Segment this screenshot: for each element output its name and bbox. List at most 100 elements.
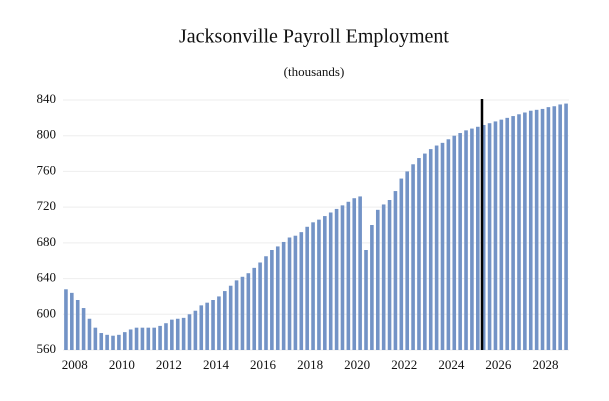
y-tick-label: 800 [37, 127, 57, 142]
bar [281, 241, 286, 350]
bar [128, 329, 133, 350]
bar [493, 121, 498, 350]
bar [411, 164, 415, 350]
bar [264, 256, 268, 350]
bar [81, 308, 86, 350]
bar [334, 208, 339, 350]
bar [270, 250, 274, 350]
bar [352, 198, 357, 350]
bar [558, 104, 562, 350]
bar [381, 204, 386, 350]
bar [258, 262, 262, 350]
bar [134, 327, 139, 350]
bar [511, 116, 515, 350]
bar [464, 130, 468, 350]
x-tick-label: 2010 [109, 357, 135, 372]
bar [252, 267, 257, 350]
bar [234, 280, 239, 350]
bar [193, 310, 198, 350]
bar [523, 112, 527, 350]
chart-subtitle: (thousands) [284, 64, 345, 79]
bar [405, 171, 409, 350]
bar [146, 327, 151, 350]
y-tick-label: 680 [37, 234, 57, 249]
bar [228, 285, 233, 350]
bar [170, 319, 174, 350]
y-tick-label: 720 [37, 198, 57, 213]
bar [158, 325, 162, 350]
bar [93, 327, 98, 350]
bar [370, 225, 374, 350]
x-tick-label: 2008 [62, 357, 88, 372]
bar [293, 235, 298, 350]
bar [305, 226, 309, 350]
bar [64, 289, 68, 350]
bar [564, 103, 568, 350]
bar [552, 106, 557, 350]
bar [152, 327, 156, 350]
bar [211, 300, 215, 350]
bar [299, 232, 304, 350]
bar [458, 133, 462, 350]
bar [364, 250, 368, 350]
bar [505, 117, 510, 350]
bar [440, 142, 445, 350]
bar [358, 196, 362, 350]
y-tick-label: 640 [37, 270, 57, 285]
chart-title: Jacksonville Payroll Employment [179, 26, 449, 48]
bar [311, 222, 315, 350]
bar [70, 292, 74, 350]
bar [540, 108, 545, 350]
grid [63, 99, 569, 351]
x-tick-label: 2028 [532, 357, 558, 372]
bar [75, 300, 80, 350]
x-tick-label: 2022 [391, 357, 417, 372]
bar [534, 109, 539, 350]
y-tick-label: 760 [37, 162, 57, 177]
bar [187, 314, 192, 350]
bar [105, 334, 109, 350]
bar [199, 305, 204, 350]
bar [240, 276, 245, 350]
bar [87, 318, 92, 350]
y-tick-label: 840 [37, 91, 57, 106]
bar [417, 158, 421, 350]
bar [175, 318, 180, 350]
bar [323, 216, 327, 350]
x-tick-label: 2024 [438, 357, 465, 372]
bar [164, 323, 168, 350]
bar [217, 296, 221, 350]
bar [275, 246, 280, 350]
bar [528, 110, 533, 350]
bar [205, 302, 209, 350]
bar [181, 317, 186, 350]
bar [487, 123, 492, 350]
y-tick-label: 600 [37, 305, 57, 320]
bar [428, 149, 433, 350]
bar [387, 200, 392, 350]
bar [340, 205, 345, 350]
bar [346, 201, 351, 350]
bar [117, 334, 121, 350]
x-tick-label: 2012 [156, 357, 182, 372]
bar [375, 209, 380, 350]
bar [399, 178, 404, 350]
bar [122, 332, 127, 350]
bar [446, 139, 451, 350]
x-tick-label: 2016 [250, 357, 277, 372]
bar [546, 107, 551, 351]
bar [499, 119, 504, 351]
bar [476, 126, 480, 351]
x-tick-label: 2020 [344, 357, 370, 372]
bar [328, 212, 333, 350]
y-tick-label: 560 [37, 341, 57, 356]
x-tick-label: 2014 [203, 357, 230, 372]
bar [393, 191, 398, 350]
x-tick-label: 2026 [485, 357, 512, 372]
bar [246, 273, 251, 350]
bar [517, 114, 521, 351]
bar [287, 237, 292, 350]
bar [140, 327, 145, 350]
bar [317, 219, 321, 350]
